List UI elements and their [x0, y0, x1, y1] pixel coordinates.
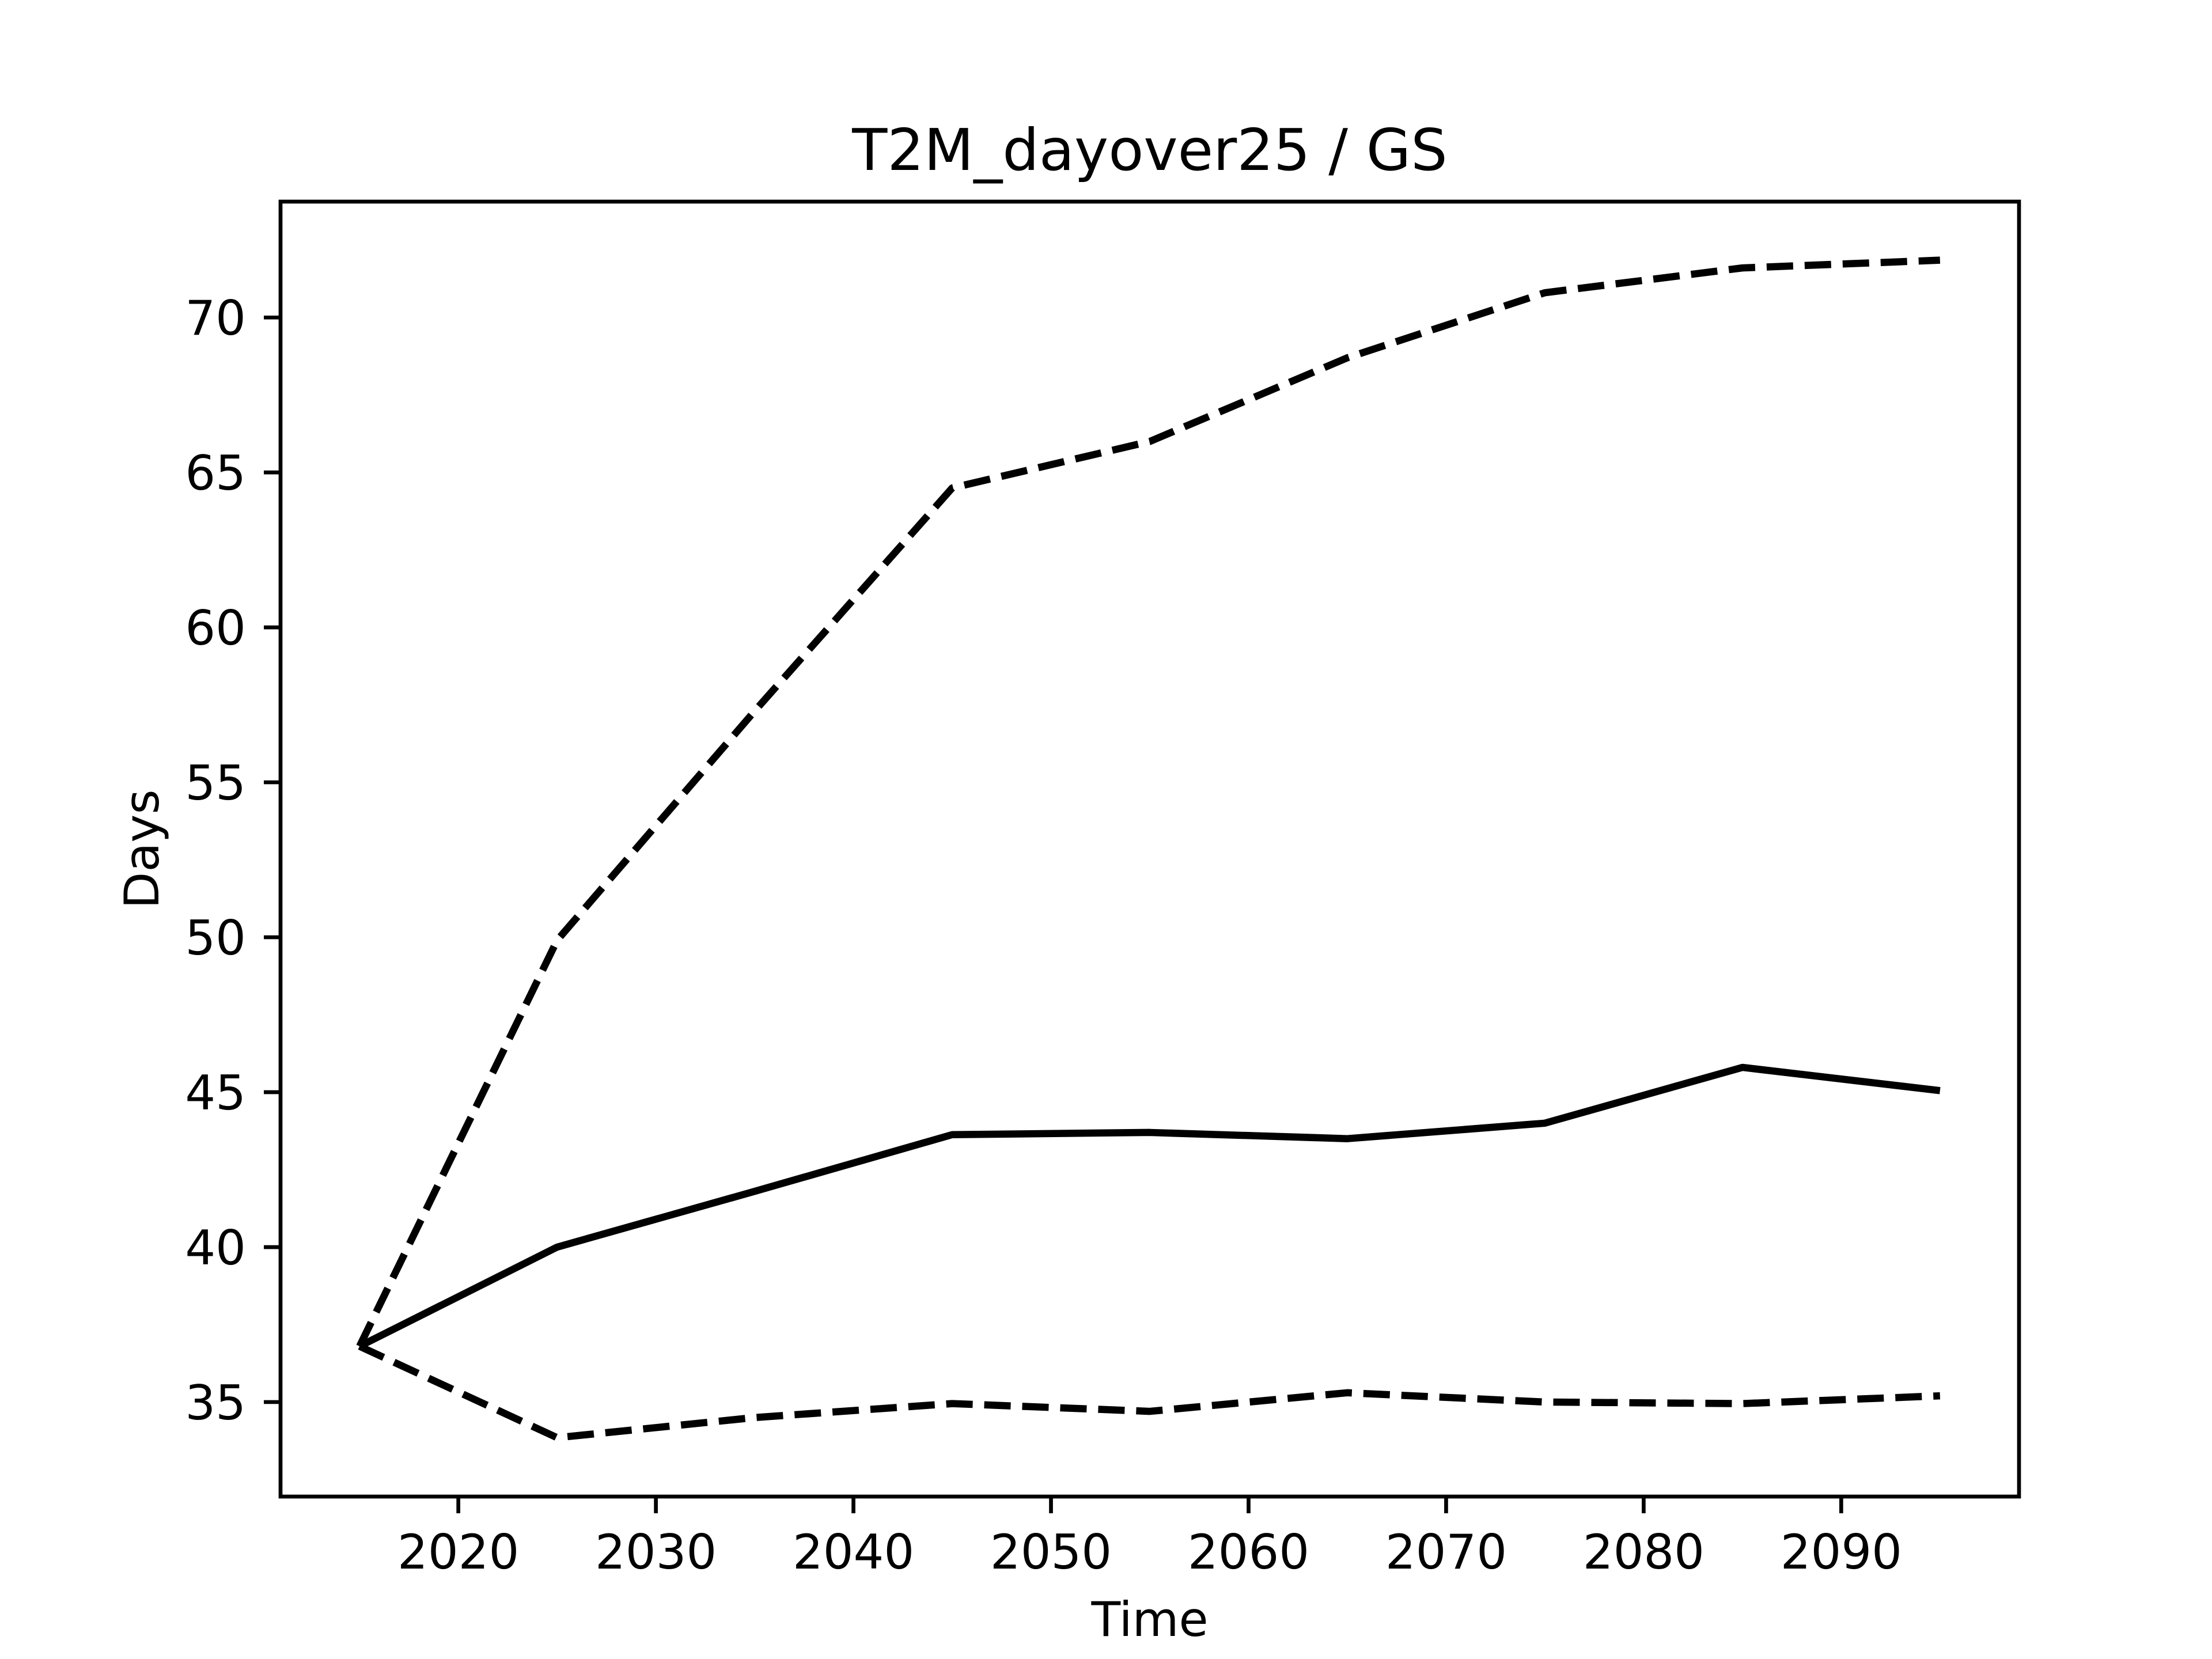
plot-frame — [278, 199, 2021, 1499]
y-tick-label: 35 — [185, 1375, 246, 1431]
x-tick-label: 2020 — [397, 1524, 519, 1580]
y-tick-label: 45 — [185, 1065, 246, 1121]
y-tick-label: 65 — [185, 445, 246, 501]
x-axis-label: Time — [1090, 1592, 1208, 1647]
y-tick-label: 55 — [185, 755, 246, 811]
x-tick-label: 2050 — [990, 1524, 1112, 1580]
y-axis-label: Days — [114, 789, 170, 908]
x-tick-label: 2040 — [793, 1524, 914, 1580]
x-tick-label: 2070 — [1385, 1524, 1507, 1580]
y-tick-label: 70 — [185, 290, 246, 346]
line-series — [358, 1343, 1941, 1442]
y-tick-label: 50 — [185, 910, 246, 966]
chart-title: T2M_dayover25 / GS — [851, 116, 1447, 184]
x-tick-label: 2060 — [1188, 1524, 1309, 1580]
line-series — [358, 1063, 1941, 1350]
x-tick-label: 2030 — [595, 1524, 717, 1580]
y-tick-label: 60 — [185, 600, 246, 656]
x-tick-label: 2090 — [1781, 1524, 1902, 1580]
line-series — [356, 256, 1941, 1348]
x-tick-label: 2080 — [1583, 1524, 1705, 1580]
y-tick-label: 40 — [185, 1220, 246, 1276]
